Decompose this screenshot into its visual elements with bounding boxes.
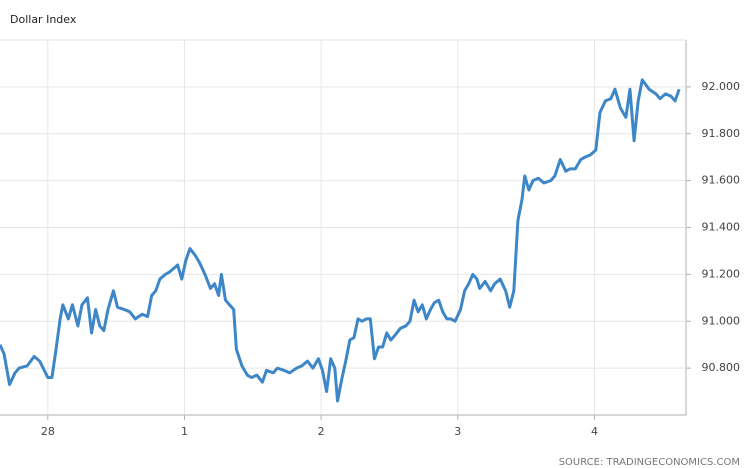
y-tick-label: 91.000 <box>702 314 741 327</box>
x-tick-label: 1 <box>181 425 188 438</box>
chart-title: Dollar Index <box>10 13 77 26</box>
data-line <box>0 78 681 403</box>
y-tick-label: 91.400 <box>702 221 741 234</box>
x-tick-label: 28 <box>41 425 55 438</box>
x-tick-label: 2 <box>318 425 325 438</box>
y-tick-label: 91.600 <box>702 174 741 187</box>
y-tick-label: 92.000 <box>702 80 741 93</box>
source-note: SOURCE: TRADINGECONOMICS.COM <box>559 457 740 468</box>
x-tick-label: 4 <box>591 425 598 438</box>
y-tick-label: 90.800 <box>702 361 741 374</box>
y-tick-label: 91.800 <box>702 127 741 140</box>
y-tick-label: 91.200 <box>702 267 741 280</box>
x-tick-label: 3 <box>454 425 461 438</box>
